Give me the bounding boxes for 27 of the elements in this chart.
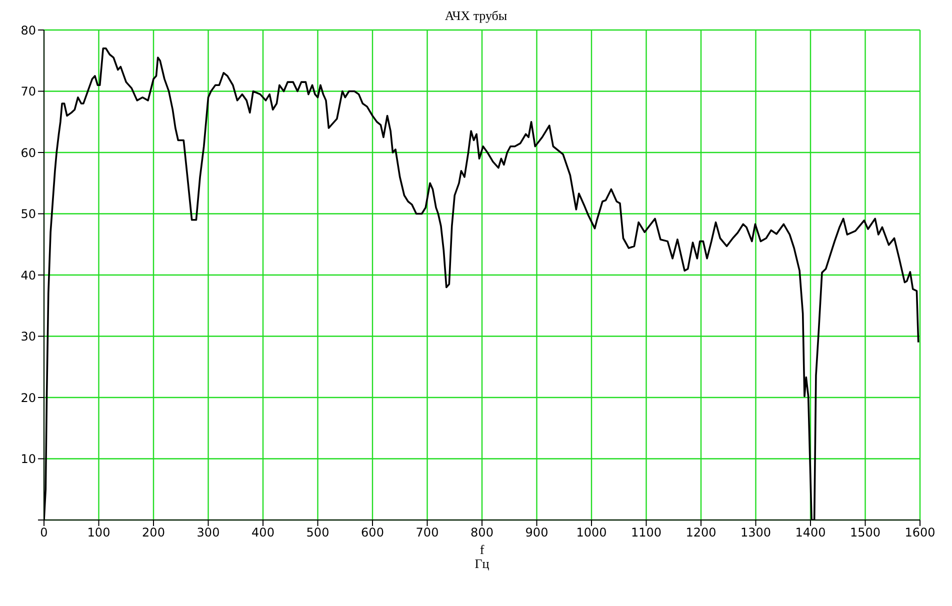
y-tick-label: 50 xyxy=(20,207,36,222)
x-tick-label: 1600 xyxy=(904,526,936,540)
x-tick-label: 1100 xyxy=(630,526,662,540)
x-tick-label: 0 xyxy=(40,526,48,540)
y-tick-label: 60 xyxy=(20,146,36,160)
x-tick-label: 1500 xyxy=(850,526,881,540)
x-tick-label: 300 xyxy=(196,526,220,540)
x-tick-label: 1000 xyxy=(576,526,607,540)
y-tick-label: 20 xyxy=(20,390,36,405)
x-tick-label: 900 xyxy=(525,526,548,540)
x-tick-label: 600 xyxy=(361,526,384,540)
y-tick-label: 10 xyxy=(20,452,36,466)
x-tick-label: 400 xyxy=(252,526,274,540)
y-tick-label: 70 xyxy=(20,84,36,99)
chart-title: АЧХ трубы xyxy=(444,8,508,24)
y-tick-label: 80 xyxy=(20,23,36,38)
y-tick-label: 30 xyxy=(20,330,36,344)
x-tick-label: 1200 xyxy=(686,526,716,540)
x-tick-label: 100 xyxy=(87,526,110,540)
x-tick-label: 800 xyxy=(470,526,494,540)
x-tick-label: 1300 xyxy=(740,526,772,540)
x-axis-title: f Гц xyxy=(474,542,490,571)
x-tick-label: 700 xyxy=(416,526,439,540)
x-tick-label: 200 xyxy=(142,526,165,540)
y-tick-label: 40 xyxy=(20,268,36,282)
x-tick-label: 1400 xyxy=(795,526,826,540)
x-tick-label: 500 xyxy=(306,526,330,540)
